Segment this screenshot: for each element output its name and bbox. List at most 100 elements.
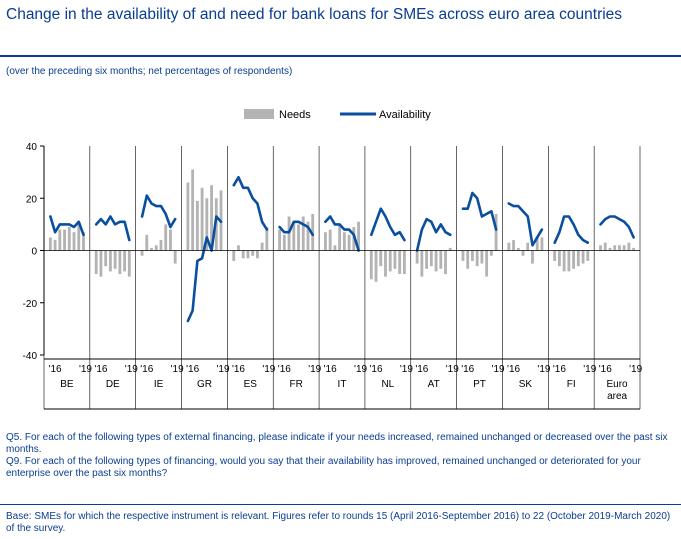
- needs-bar: [608, 247, 612, 251]
- needs-bar: [118, 250, 122, 275]
- availability-line: [278, 220, 315, 237]
- needs-bar: [420, 250, 424, 277]
- availability-line: [49, 215, 85, 237]
- availability-line: [232, 176, 269, 231]
- base-note: Base: SMEs for which the respective inst…: [6, 511, 671, 534]
- needs-bar: [333, 245, 337, 251]
- needs-bar: [599, 245, 602, 251]
- needs-bar: [429, 250, 433, 267]
- group-label: GR: [197, 379, 212, 390]
- needs-bar: [205, 198, 209, 251]
- needs-bar: [379, 250, 383, 267]
- needs-bar: [439, 250, 443, 269]
- note-q5: Q5. For each of the following types of e…: [6, 432, 668, 455]
- needs-bar: [466, 250, 470, 269]
- needs-bar: [425, 250, 429, 269]
- needs-bar: [58, 229, 62, 251]
- x-tick-label: '16: [94, 364, 107, 375]
- needs-bar: [374, 250, 378, 282]
- needs-bar: [63, 229, 66, 251]
- needs-bar: [347, 234, 351, 251]
- group-label: SK: [519, 379, 533, 390]
- needs-bar: [328, 229, 332, 251]
- x-tick-label: '19: [216, 364, 229, 375]
- needs-bar: [241, 250, 245, 259]
- needs-bar: [415, 250, 419, 264]
- availability-line: [94, 215, 131, 242]
- y-tick-label: -20: [23, 299, 38, 310]
- needs-bar: [77, 224, 81, 251]
- x-tick-label: '16: [599, 364, 612, 375]
- y-tick-label: 20: [26, 194, 38, 205]
- needs-bar: [576, 250, 580, 267]
- needs-bar: [159, 240, 163, 251]
- needs-bar: [586, 250, 590, 261]
- group-label: DE: [106, 379, 120, 390]
- needs-bar: [398, 250, 402, 275]
- needs-bar: [48, 237, 52, 251]
- title-rule: [0, 55, 681, 57]
- legend-availability-label: Availability: [379, 109, 431, 121]
- needs-bar: [306, 221, 310, 251]
- needs-bar: [200, 187, 204, 251]
- needs-bar: [195, 200, 199, 251]
- needs-bar: [562, 250, 566, 272]
- needs-bar: [516, 247, 520, 251]
- group-label: IE: [154, 379, 164, 390]
- needs-bar: [567, 250, 571, 272]
- needs-bar: [260, 242, 264, 251]
- needs-bar: [67, 226, 71, 251]
- needs-bar: [140, 250, 144, 256]
- needs-bar: [191, 169, 195, 251]
- availability-line: [599, 215, 635, 239]
- needs-bar: [72, 232, 76, 251]
- x-tick-label: '19: [308, 364, 321, 375]
- needs-bar: [123, 250, 127, 272]
- x-tick-label: '19: [446, 364, 459, 375]
- note-q9: Q9. For each of the following types of f…: [6, 456, 641, 479]
- needs-bar: [618, 245, 621, 251]
- needs-bar: [127, 250, 131, 277]
- needs-bar: [282, 234, 286, 251]
- needs-bar: [292, 221, 296, 251]
- availability-line: [553, 215, 590, 244]
- group-label: AT: [428, 379, 440, 390]
- x-tick-label: '16: [507, 364, 520, 375]
- needs-bar: [444, 250, 447, 275]
- x-tick-label: '16: [140, 364, 153, 375]
- x-tick-label: '19: [354, 364, 367, 375]
- needs-bar: [471, 250, 474, 261]
- needs-bar: [512, 240, 515, 251]
- needs-bar: [622, 245, 626, 251]
- legend-needs-swatch: [244, 109, 274, 119]
- x-tick-label: '16: [369, 364, 382, 375]
- group-label: IT: [338, 379, 347, 390]
- needs-bar: [507, 242, 511, 251]
- availability-line: [369, 207, 406, 242]
- needs-bar: [251, 250, 255, 256]
- needs-bar: [338, 224, 342, 251]
- needs-bar: [485, 250, 489, 277]
- legend-needs-label: Needs: [279, 109, 311, 121]
- needs-bar: [186, 182, 190, 251]
- x-tick-label: '19: [400, 364, 413, 375]
- needs-bar: [402, 250, 406, 275]
- x-tick-label: '16: [49, 364, 62, 375]
- needs-bar: [324, 232, 327, 251]
- x-tick-label: '19: [492, 364, 505, 375]
- needs-bar: [540, 237, 544, 251]
- needs-bar: [278, 229, 282, 251]
- needs-bar: [164, 224, 168, 251]
- group-label: Euro: [607, 379, 629, 390]
- x-tick-label: '19: [79, 364, 92, 375]
- notes-rule: [0, 504, 681, 505]
- needs-bar: [210, 185, 213, 251]
- x-tick-label: '19: [171, 364, 184, 375]
- group-label: FI: [567, 379, 576, 390]
- needs-bar: [461, 250, 465, 261]
- x-tick-label: '16: [553, 364, 566, 375]
- needs-bar: [384, 250, 387, 277]
- needs-bar: [108, 250, 112, 272]
- needs-bar: [553, 250, 557, 261]
